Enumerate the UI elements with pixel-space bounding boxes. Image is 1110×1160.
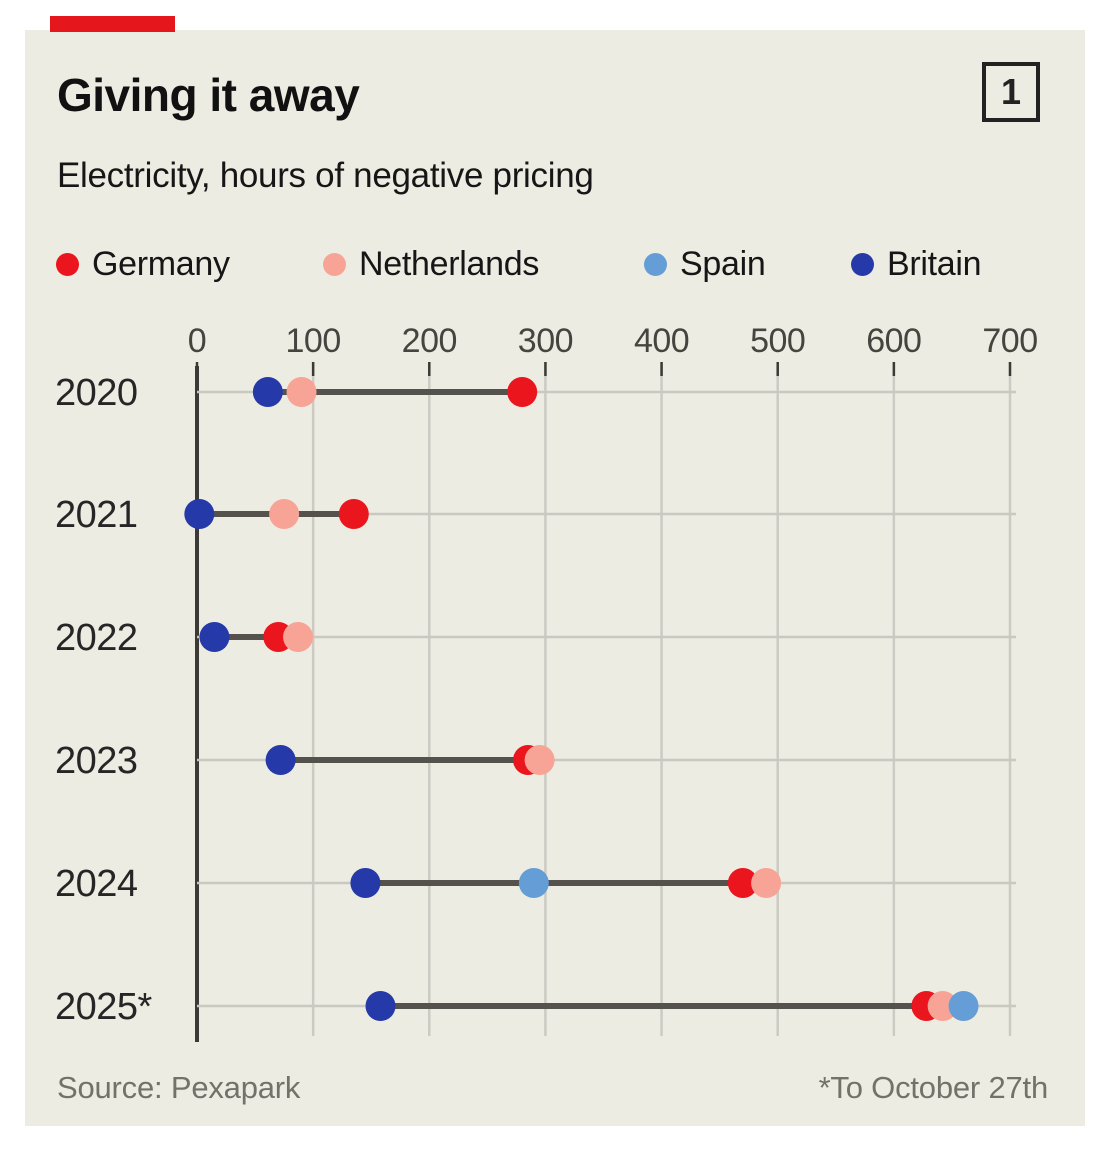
footnote: *To October 27th [818, 1070, 1049, 1105]
dot-britain-2020 [252, 377, 283, 407]
dot-netherlands-2022 [283, 622, 314, 652]
legend-item-spain: Spain [644, 244, 766, 283]
dot-netherlands-2020 [286, 377, 317, 407]
dot-britain-2025* [365, 991, 396, 1021]
chart-index-number: 1 [1000, 71, 1022, 112]
tick-label-200: 200 [402, 322, 457, 360]
dot-spain-2024 [518, 868, 549, 898]
dot-netherlands-2021 [269, 499, 300, 529]
chart-subtitle: Electricity, hours of negative pricing [57, 156, 594, 195]
legend-label-germany: Germany [92, 244, 230, 283]
dot-germany-2024 [727, 868, 758, 898]
economist-red-tab [50, 16, 175, 32]
tick-label-400: 400 [634, 322, 689, 360]
legend: Germany Netherlands Spain Britain [0, 244, 1110, 286]
legend-item-netherlands: Netherlands [323, 244, 540, 283]
dot-germany-2020 [507, 377, 538, 407]
chart-index-badge: 1 [982, 62, 1040, 122]
dot-germany-2021 [338, 499, 369, 529]
year-label-2020: 2020 [55, 372, 138, 414]
chart-card [25, 30, 1085, 1126]
tick-label-100: 100 [286, 322, 341, 360]
tick-label-300: 300 [518, 322, 573, 360]
legend-label-spain: Spain [680, 244, 766, 283]
dot-britain-2023 [265, 745, 296, 775]
dot-netherlands-2024 [751, 868, 782, 898]
year-label-2025*: 2025* [55, 986, 153, 1028]
year-label-2022: 2022 [55, 617, 138, 659]
tick-label-600: 600 [866, 322, 921, 360]
year-label-2021: 2021 [55, 494, 138, 536]
source-note: Source: Pexapark [57, 1070, 301, 1105]
dot-britain-2024 [350, 868, 381, 898]
tick-label-0: 0 [188, 322, 206, 360]
year-label-2023: 2023 [55, 740, 138, 782]
legend-label-britain: Britain [887, 244, 982, 283]
dot-netherlands-2023 [524, 745, 555, 775]
dot-spain-2025* [948, 991, 979, 1021]
dot-netherlands-2025* [927, 991, 958, 1021]
germany-dot-icon [56, 252, 79, 276]
chart-title: Giving it away [57, 69, 360, 121]
year-label-2024: 2024 [55, 863, 138, 905]
spain-dot-icon [644, 252, 667, 276]
tick-label-500: 500 [750, 322, 805, 360]
dot-britain-2021 [184, 499, 215, 529]
legend-item-britain: Britain [851, 244, 982, 283]
netherlands-dot-icon [323, 252, 346, 276]
legend-item-germany: Germany [56, 244, 230, 283]
tick-label-700: 700 [982, 322, 1037, 360]
legend-label-netherlands: Netherlands [359, 244, 540, 283]
britain-dot-icon [851, 252, 874, 276]
dot-britain-2022 [199, 622, 230, 652]
